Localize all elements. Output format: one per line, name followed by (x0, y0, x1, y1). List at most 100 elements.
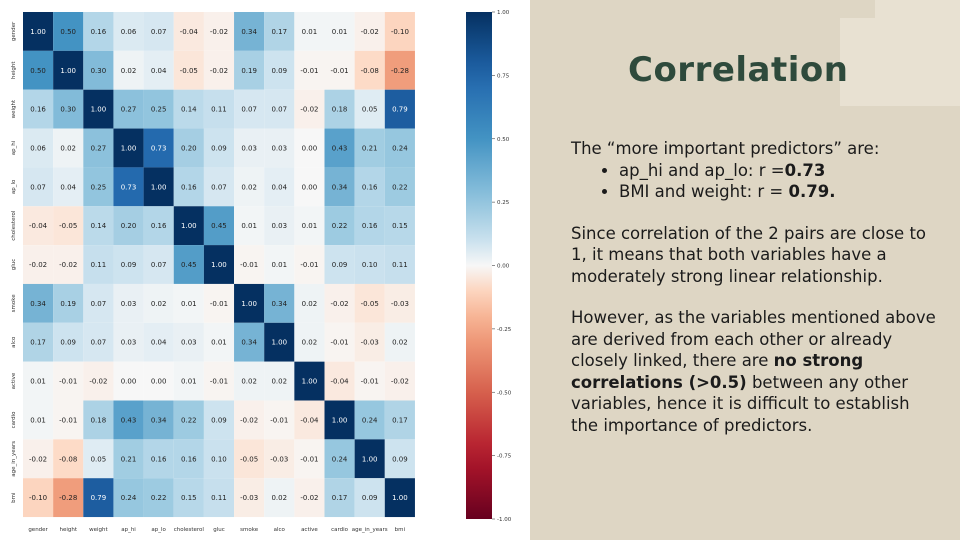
cell-value-label: 0.50 (30, 67, 46, 75)
cell-value-label: 0.02 (302, 300, 318, 308)
cell-value-label: 0.34 (151, 416, 167, 424)
cell-value-label: 0.02 (271, 494, 287, 502)
cell-value-label: 0.34 (332, 183, 348, 191)
cell-value-label: 0.06 (30, 144, 46, 152)
cell-value-label: 0.19 (241, 67, 257, 75)
heatmap-cell (173, 206, 204, 246)
cell-value-label: 0.00 (302, 144, 318, 152)
decor-block-corner (840, 18, 960, 106)
heatmap-cell (354, 439, 385, 479)
cell-value-label: 0.18 (91, 416, 107, 424)
heatmap-cell (143, 361, 174, 401)
heatmap-cell (384, 478, 415, 518)
heatmap-cell (23, 361, 54, 401)
cell-value-label: 0.15 (181, 494, 197, 502)
heatmap-cell (113, 478, 144, 518)
cell-value-label: -0.01 (361, 378, 379, 386)
heatmap-cell (23, 167, 54, 207)
heatmap-cell (83, 400, 114, 440)
cell-value-label: 1.00 (241, 300, 257, 308)
cell-value-label: 0.17 (271, 28, 287, 36)
cell-value-label: 0.30 (60, 106, 76, 114)
paragraph-however-bold: no strong correlations (>0.5) (571, 351, 864, 392)
heatmap-cell (143, 167, 174, 207)
cell-value-label: 0.03 (271, 222, 287, 230)
x-tick-label: weight (89, 527, 108, 533)
predictor-bullet-bmi: BMI and weight: r = 0.79. (619, 181, 941, 203)
cell-value-label: 0.07 (151, 28, 167, 36)
cell-value-label: 0.07 (151, 261, 167, 269)
heatmap-cell (173, 128, 204, 168)
heatmap-cell (23, 50, 54, 90)
heatmap-cell (203, 12, 235, 51)
heatmap-cell (113, 439, 144, 479)
heatmap-cell (23, 400, 54, 440)
heatmap-cell (354, 12, 385, 51)
cell-value-label: 0.34 (241, 28, 257, 36)
cell-value-label: 1.00 (362, 455, 378, 463)
heatmap-cell (264, 478, 295, 518)
heatmap-cell (113, 128, 144, 168)
heatmap-cell (384, 206, 415, 246)
cell-value-label: 0.43 (332, 144, 348, 152)
cell-value-label: 1.00 (392, 494, 408, 502)
cell-value-label: 0.00 (151, 378, 167, 386)
heatmap-cell (203, 283, 235, 323)
heatmap-cell (384, 12, 415, 51)
heatmap-cell (294, 167, 325, 207)
cell-value-label: 0.19 (60, 300, 76, 308)
cell-value-label: 0.21 (362, 144, 378, 152)
x-tick-label: cardio (331, 527, 349, 533)
cell-value-label: -0.03 (361, 339, 379, 347)
heatmap-cell (53, 322, 84, 362)
heatmap-cell (53, 439, 84, 479)
cell-value-label: -0.02 (29, 455, 47, 463)
cell-value-label: -0.02 (361, 28, 379, 36)
heatmap-cell (53, 361, 84, 401)
heatmap-cell (384, 89, 415, 129)
cell-value-label: 0.02 (271, 378, 287, 386)
cell-value-label: 0.43 (121, 416, 137, 424)
y-tick-label: active (11, 372, 17, 389)
cell-value-label: 0.21 (121, 455, 137, 463)
cell-value-label: 0.73 (121, 183, 137, 191)
heatmap-cell (203, 128, 235, 168)
heatmap-cell (53, 245, 84, 284)
heatmap-cell (384, 439, 415, 479)
x-tick-label: gluc (213, 527, 225, 533)
heatmap-cell (173, 361, 204, 401)
heatmap-cell (264, 12, 295, 51)
cell-value-label: -0.03 (240, 494, 258, 502)
heatmap-cell (113, 322, 144, 362)
cell-value-label: -0.02 (29, 261, 47, 269)
heatmap-cell (324, 167, 355, 207)
x-tick-label: bmi (395, 527, 406, 533)
heatmap-cell (264, 128, 295, 168)
cell-value-label: 0.16 (151, 222, 167, 230)
heatmap-cell (173, 400, 204, 440)
cell-value-label: 0.07 (241, 106, 257, 114)
cell-value-label: 0.14 (181, 106, 197, 114)
x-tick-label: gender (28, 527, 48, 533)
x-tick-label: active (301, 527, 318, 533)
cell-value-label: 0.10 (362, 261, 378, 269)
cell-value-label: 0.09 (332, 261, 348, 269)
cell-value-label: 0.45 (211, 222, 227, 230)
paragraph-however-start: However, as the variables mentioned abov… (571, 308, 936, 370)
heatmap-cell (264, 89, 295, 129)
heatmap-cell (324, 206, 355, 246)
cell-value-label: 0.11 (392, 261, 408, 269)
cell-value-label: -0.01 (59, 416, 77, 424)
heatmap-cell (234, 206, 265, 246)
colorbar-tick-label: -1.00 (497, 517, 512, 523)
heatmap-cell (354, 283, 385, 323)
heatmap-cell (143, 439, 174, 479)
cell-value-label: 0.34 (271, 300, 287, 308)
cell-value-label: -0.02 (59, 261, 77, 269)
cell-value-label: 1.00 (121, 144, 137, 152)
heatmap-cell (294, 439, 325, 479)
heatmap-cell (264, 283, 295, 323)
heatmap-cell (294, 12, 325, 51)
heatmap-cell (83, 50, 114, 90)
heatmap-cell (53, 12, 84, 51)
